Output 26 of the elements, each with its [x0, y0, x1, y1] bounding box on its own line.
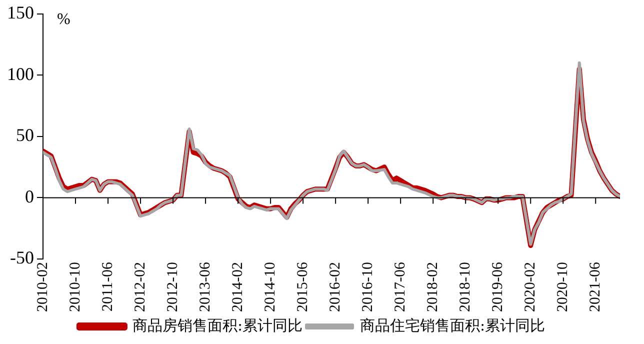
x-tick-label: 2016-02 — [328, 262, 344, 312]
x-tick-label: 2016-10 — [360, 262, 376, 312]
x-tick-label: 2018-10 — [458, 262, 474, 312]
x-tick-label: 2014-02 — [230, 262, 246, 312]
y-tick-label: 0 — [25, 186, 34, 206]
x-tick-label: 2017-06 — [392, 262, 409, 312]
x-tick-label: 2021-06 — [588, 262, 604, 312]
y-tick-label: 100 — [7, 64, 34, 84]
x-tick-label: 2015-06 — [294, 262, 311, 312]
x-tick-label: 2013-06 — [197, 262, 214, 312]
legend-label: 商品住宅销售面积:累计同比 — [360, 316, 546, 334]
x-tick-label: 2018-02 — [425, 262, 442, 312]
x-tick-label: 2020-10 — [555, 262, 572, 312]
y-axis-title: % — [57, 11, 70, 28]
x-tick-label: 2012-10 — [164, 262, 181, 312]
x-tick-label: 2020-02 — [522, 262, 539, 312]
x-tick-label: 2010-10 — [67, 262, 84, 312]
x-tick-label: 2012-02 — [132, 262, 148, 312]
legend-label: 商品房销售面积:累计同比 — [132, 316, 303, 334]
x-tick-label: 2019-06 — [490, 262, 506, 312]
y-tick-label: 150 — [7, 2, 34, 23]
x-tick-label: 2011-06 — [100, 262, 116, 312]
y-tick-label: -50 — [10, 248, 34, 268]
y-tick-label: 50 — [16, 125, 34, 146]
x-tick-label: 2010-02 — [34, 262, 51, 312]
x-tick-label: 2014-10 — [262, 262, 278, 312]
